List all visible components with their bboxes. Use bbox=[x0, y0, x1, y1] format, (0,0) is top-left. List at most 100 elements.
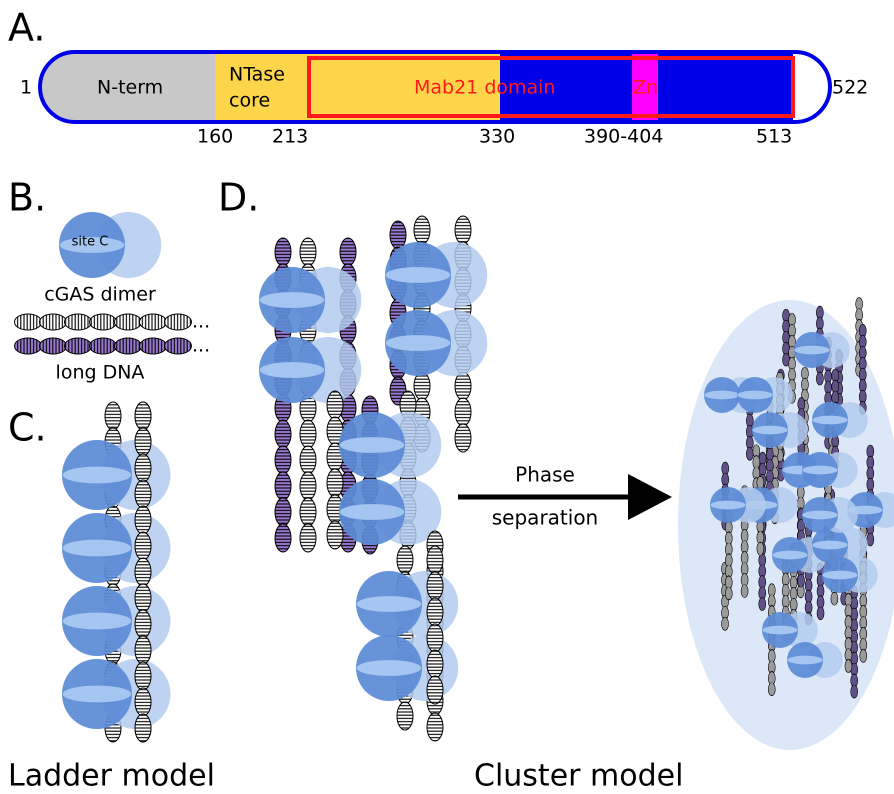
cgas-dimer bbox=[62, 440, 171, 510]
dna-segment bbox=[115, 314, 142, 330]
domain-label: Zn bbox=[633, 77, 658, 99]
dna-segment bbox=[135, 662, 151, 690]
site-c bbox=[63, 467, 132, 484]
site-c bbox=[822, 571, 857, 580]
site-c bbox=[357, 596, 422, 612]
dna-segment bbox=[427, 572, 443, 600]
dna-segment bbox=[300, 420, 316, 448]
cgas-dimer bbox=[710, 487, 766, 523]
site-c bbox=[386, 335, 451, 351]
dna-segment bbox=[455, 424, 471, 452]
site-c bbox=[812, 541, 847, 550]
cgas-dimer bbox=[385, 242, 487, 308]
site-c bbox=[802, 511, 837, 520]
dna-segment bbox=[759, 598, 766, 611]
dna-segment bbox=[427, 624, 443, 652]
dna-segment bbox=[746, 447, 753, 460]
ellipsis: ... bbox=[192, 311, 210, 333]
dna-segment bbox=[327, 521, 343, 549]
dna-segment bbox=[135, 558, 151, 586]
arrow-label: separation bbox=[492, 506, 598, 530]
dna-segment bbox=[860, 649, 867, 662]
dna-segment bbox=[427, 546, 443, 574]
dna-segment bbox=[414, 216, 430, 244]
cgas-dimer bbox=[339, 412, 441, 478]
dna-segment bbox=[90, 338, 117, 354]
dna-segment bbox=[135, 714, 151, 742]
position-label: 330 bbox=[479, 126, 515, 148]
dna-segment bbox=[65, 314, 92, 330]
dna-segment bbox=[816, 372, 823, 385]
dna-segment bbox=[851, 685, 858, 698]
dna-segment bbox=[300, 498, 316, 526]
dna-segment bbox=[275, 472, 291, 500]
cgas-dimer bbox=[802, 497, 858, 533]
position-label: 213 bbox=[272, 126, 308, 148]
site-c bbox=[737, 391, 772, 400]
dna-segment bbox=[427, 676, 443, 704]
caption: Cluster model bbox=[474, 759, 683, 794]
dna-segment bbox=[15, 314, 42, 330]
dna-segment bbox=[427, 598, 443, 626]
site-c bbox=[772, 551, 807, 560]
cgas-dimer bbox=[737, 377, 793, 413]
dna-segment bbox=[15, 338, 42, 354]
cgas-dimer bbox=[339, 479, 441, 545]
domain-label: Mab21 domain bbox=[414, 77, 555, 99]
dna-segment bbox=[327, 469, 343, 497]
dna-segment bbox=[135, 688, 151, 716]
dimer-label: cGAS dimer bbox=[44, 284, 156, 306]
dna-segment bbox=[140, 314, 167, 330]
dna-segment bbox=[845, 660, 852, 673]
site-c bbox=[752, 426, 787, 435]
dna-segment bbox=[722, 617, 729, 630]
cgas-dimer bbox=[794, 332, 850, 368]
site-c bbox=[63, 613, 132, 630]
site-c bbox=[386, 267, 451, 283]
domain-label: core bbox=[229, 90, 270, 112]
figure: A. 1 522 N-term NTase core Mab21 domain … bbox=[0, 0, 894, 794]
dna-segment bbox=[867, 533, 874, 546]
dna-segment bbox=[817, 607, 824, 620]
site-c bbox=[340, 504, 405, 520]
dna-segment bbox=[40, 314, 67, 330]
site-c bbox=[357, 660, 422, 676]
dna-segment bbox=[455, 372, 471, 400]
dna-segment bbox=[831, 592, 838, 605]
position-label: 513 bbox=[756, 126, 792, 148]
site-c bbox=[794, 346, 829, 355]
dna-segment bbox=[300, 446, 316, 474]
cgas-dimer bbox=[259, 267, 361, 333]
cgas-dimer bbox=[62, 586, 171, 656]
dna-segment bbox=[90, 314, 117, 330]
dna-segment bbox=[65, 338, 92, 354]
dna-segment bbox=[455, 398, 471, 426]
site-c bbox=[63, 540, 132, 557]
dna-segment bbox=[397, 546, 413, 574]
dna-segment bbox=[741, 584, 748, 597]
cgas-dimer bbox=[787, 642, 843, 678]
dna-segment bbox=[135, 532, 151, 560]
dna-segment bbox=[135, 480, 151, 508]
panel-label: A. bbox=[8, 6, 45, 50]
position-label: 390-404 bbox=[584, 126, 663, 148]
cgas-dimer bbox=[752, 412, 808, 448]
site-c bbox=[802, 466, 837, 475]
dna-segment bbox=[135, 428, 151, 456]
dna-segment bbox=[390, 221, 406, 249]
dna-segment bbox=[105, 402, 121, 430]
dna-strand bbox=[327, 391, 343, 549]
dna-segment bbox=[275, 420, 291, 448]
cgas-dimer bbox=[62, 659, 171, 729]
dna-segment bbox=[275, 524, 291, 552]
site-c bbox=[762, 626, 797, 635]
dna-segment bbox=[300, 238, 316, 266]
dna-strand bbox=[15, 338, 192, 354]
dna-segment bbox=[725, 587, 732, 600]
site-c bbox=[260, 292, 325, 308]
dna-segment bbox=[115, 338, 142, 354]
dna-segment bbox=[135, 610, 151, 638]
cgas-dimer bbox=[385, 310, 487, 376]
dna-segment bbox=[165, 314, 192, 330]
dna-segment bbox=[397, 702, 413, 730]
